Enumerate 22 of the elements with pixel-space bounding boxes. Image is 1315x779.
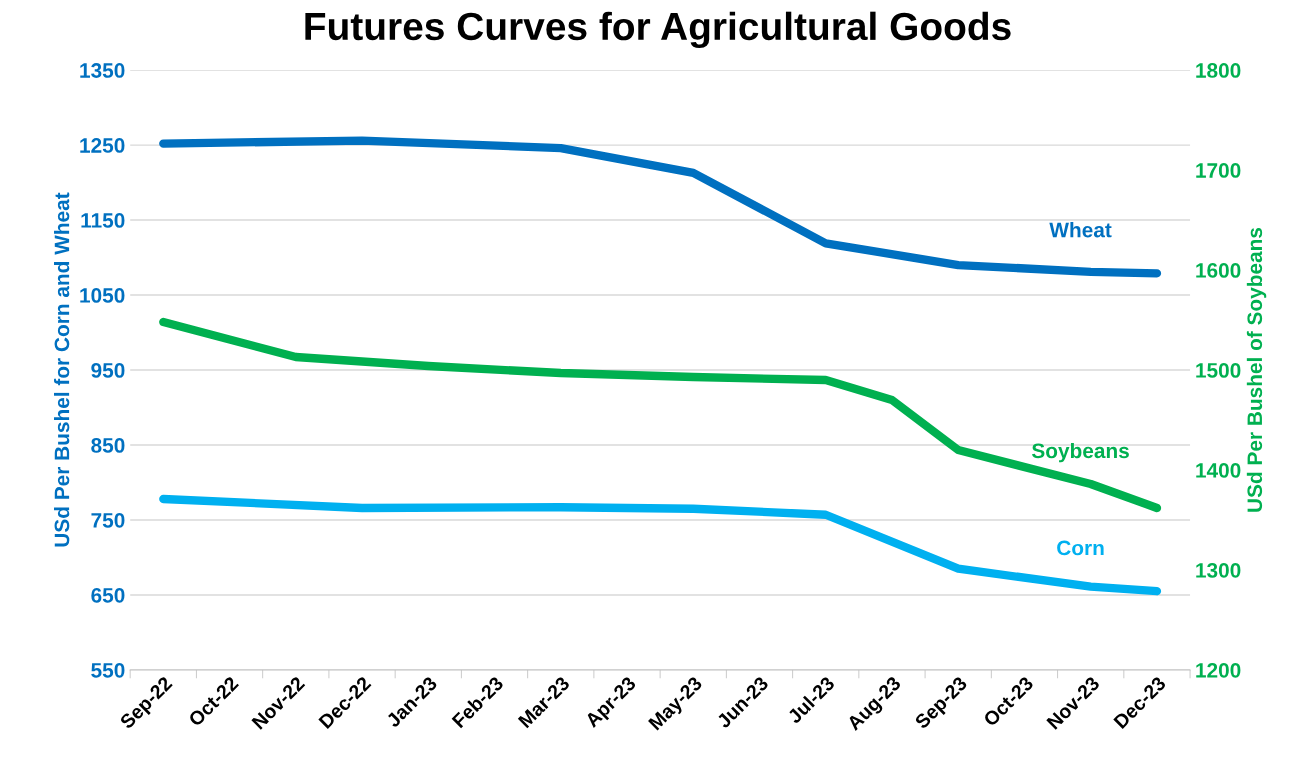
y-tick-label: 550 bbox=[91, 662, 125, 678]
y2-tick-label: 1400 bbox=[1196, 463, 1241, 478]
y-axis-title: USd Per Bushel for Corn and Wheat bbox=[54, 192, 70, 547]
y-tick-label: 1150 bbox=[81, 213, 125, 228]
y2-tick-label: 1500 bbox=[1196, 363, 1241, 378]
y-tick-label: 950 bbox=[91, 363, 125, 378]
y-tick-label: 1050 bbox=[80, 288, 125, 303]
y-tick-label: 850 bbox=[91, 438, 125, 453]
y2-tick-label: 1600 bbox=[1196, 263, 1241, 278]
y-tick-label: 750 bbox=[91, 512, 125, 528]
y2-tick-label: 1200 bbox=[1196, 662, 1241, 678]
y2-tick-label: 1800 bbox=[1196, 63, 1241, 78]
y-tick-label: 1350 bbox=[80, 63, 125, 78]
series-label: Corn bbox=[1057, 540, 1104, 556]
y2-tick-label: 1700 bbox=[1196, 163, 1241, 178]
series-label: Soybeans bbox=[1031, 442, 1129, 463]
chart-title: Futures Curves for Agricultural Goods bbox=[305, 11, 1011, 49]
y-tick-label: 650 bbox=[91, 587, 125, 603]
y-tick-label: 1250 bbox=[80, 138, 125, 153]
series-label: Wheat bbox=[1049, 222, 1112, 238]
y2-axis-title: USd Per Bushel of Soybeans bbox=[1246, 227, 1267, 512]
y2-tick-label: 1300 bbox=[1196, 562, 1241, 578]
